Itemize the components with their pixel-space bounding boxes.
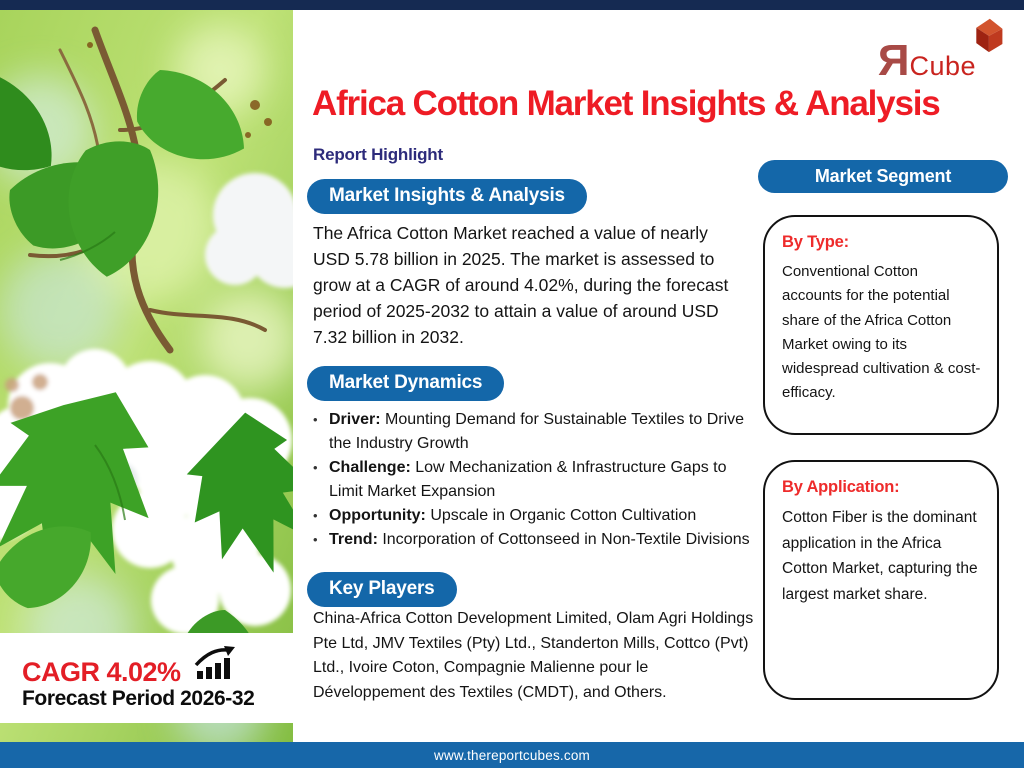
- section-label-key-players: Key Players: [307, 572, 457, 607]
- driver-text: Mounting Demand for Sustainable Textiles…: [329, 411, 745, 452]
- cagr-callout: CAGR 4.02% Forecast Period 2026-32: [0, 633, 300, 723]
- dynamics-item-driver: Driver: Mounting Demand for Sustainable …: [311, 408, 759, 456]
- cagr-value: CAGR 4.02%: [22, 657, 181, 687]
- by-type-heading: By Type:: [782, 233, 849, 251]
- dynamics-item-opportunity: Opportunity: Upscale in Organic Cotton C…: [311, 504, 759, 528]
- section-label-market-dynamics: Market Dynamics: [307, 366, 505, 401]
- trend-text: Incorporation of Cottonseed in Non-Texti…: [377, 531, 750, 548]
- by-application-text: Cotton Fiber is the dominant application…: [782, 509, 978, 603]
- market-dynamics-list: Driver: Mounting Demand for Sustainable …: [311, 408, 759, 552]
- logo-r-mark: Я: [877, 36, 910, 85]
- cube-icon: [970, 16, 1006, 59]
- dynamics-item-trend: Trend: Incorporation of Cottonseed in No…: [311, 528, 759, 552]
- segment-card-by-type: By Type: Conventional Cotton accounts fo…: [763, 215, 999, 435]
- market-insights-text: The Africa Cotton Market reached a value…: [313, 223, 729, 347]
- website-link[interactable]: www.thereportcubes.com: [434, 747, 590, 763]
- forecast-period: Forecast Period 2026-32: [22, 687, 255, 710]
- brand-logo: Я Cube: [877, 16, 1006, 85]
- by-type-text: Conventional Cotton accounts for the pot…: [782, 263, 981, 402]
- key-players-text: China-Africa Cotton Development Limited,…: [313, 610, 754, 701]
- page-title: Africa Cotton Market Insights & Analysis: [312, 84, 941, 123]
- segment-card-by-application: By Application: Cotton Fiber is the domi…: [763, 460, 999, 700]
- challenge-text: Low Mechanization & Infrastructure Gaps …: [329, 459, 727, 500]
- challenge-term: Challenge:: [329, 459, 411, 476]
- logo-name: Cube: [909, 51, 976, 81]
- driver-term: Driver:: [329, 411, 381, 428]
- opportunity-text: Upscale in Organic Cotton Cultivation: [425, 507, 697, 524]
- top-accent-bar: [0, 0, 1024, 10]
- market-segment-banner: Market Segment: [758, 160, 1008, 193]
- report-highlight-label: Report Highlight: [313, 145, 443, 164]
- footer-bar: www.thereportcubes.com: [0, 742, 1024, 768]
- growth-chart-icon: [193, 645, 237, 686]
- trend-term: Trend:: [329, 531, 378, 548]
- opportunity-term: Opportunity:: [329, 507, 426, 524]
- section-label-market-insights: Market Insights & Analysis: [307, 179, 587, 214]
- dynamics-item-challenge: Challenge: Low Mechanization & Infrastru…: [311, 456, 759, 504]
- by-application-heading: By Application:: [782, 478, 900, 496]
